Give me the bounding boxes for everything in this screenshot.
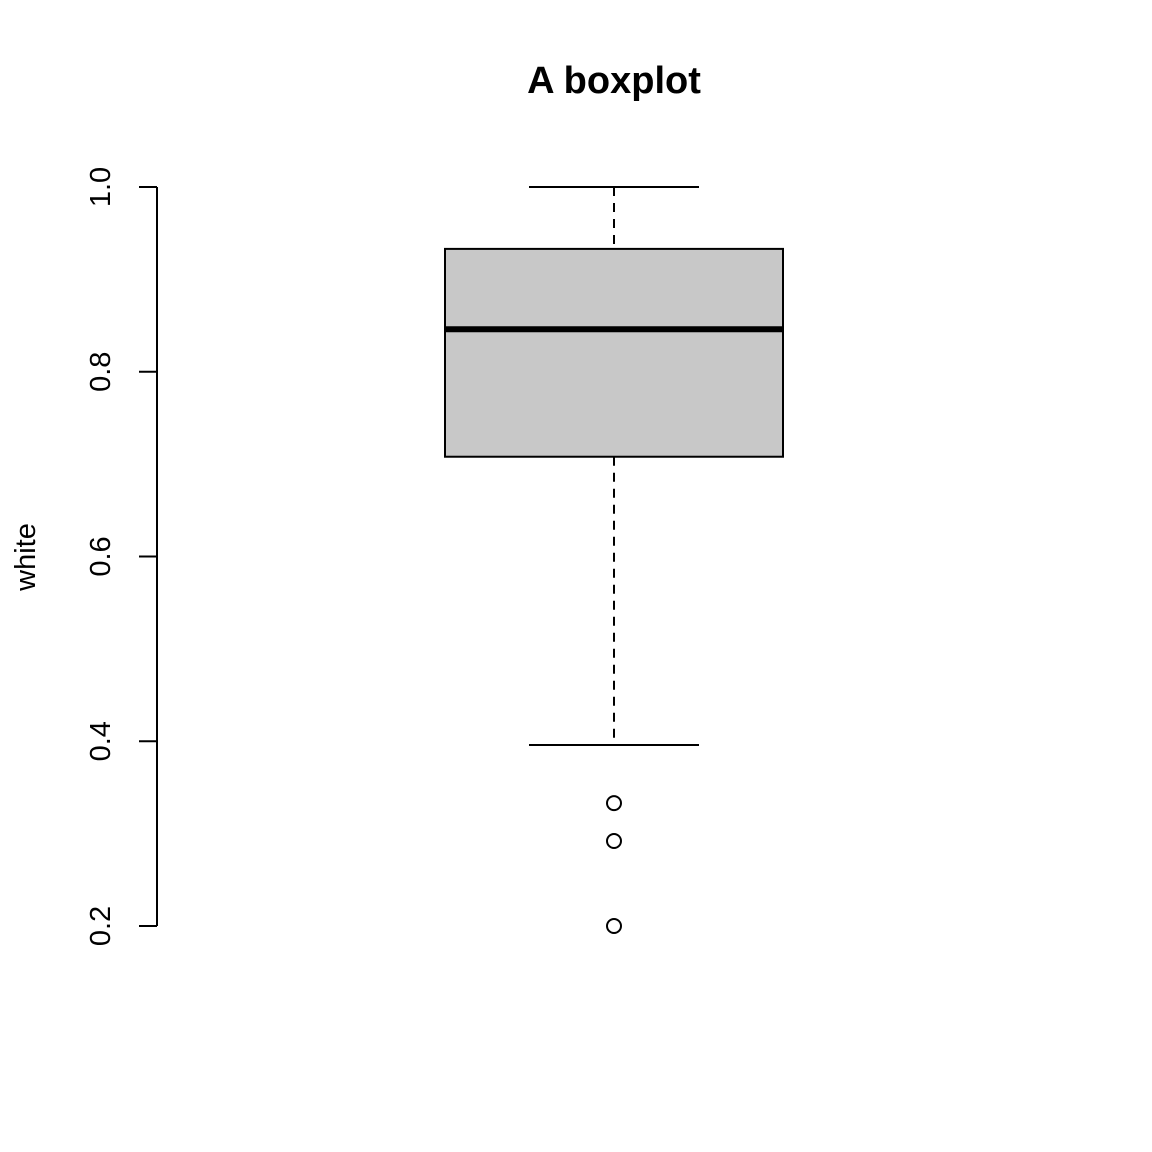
y-tick-label: 0.4 (85, 721, 117, 761)
outlier-point (606, 918, 622, 934)
y-axis: 0.2 0.4 0.6 0.8 1.0 (85, 167, 158, 946)
chart-title: A boxplot (527, 60, 701, 102)
iqr-box (444, 247, 784, 458)
outlier-point (606, 833, 622, 850)
outlier-point (606, 795, 622, 812)
y-tick-label: 0.8 (85, 352, 117, 392)
box-group (444, 186, 784, 934)
y-tick-label: 0.6 (85, 536, 117, 576)
y-tick-label: 1.0 (85, 167, 117, 207)
y-tick-label: 0.2 (85, 906, 117, 946)
y-axis-label: white (10, 523, 42, 592)
